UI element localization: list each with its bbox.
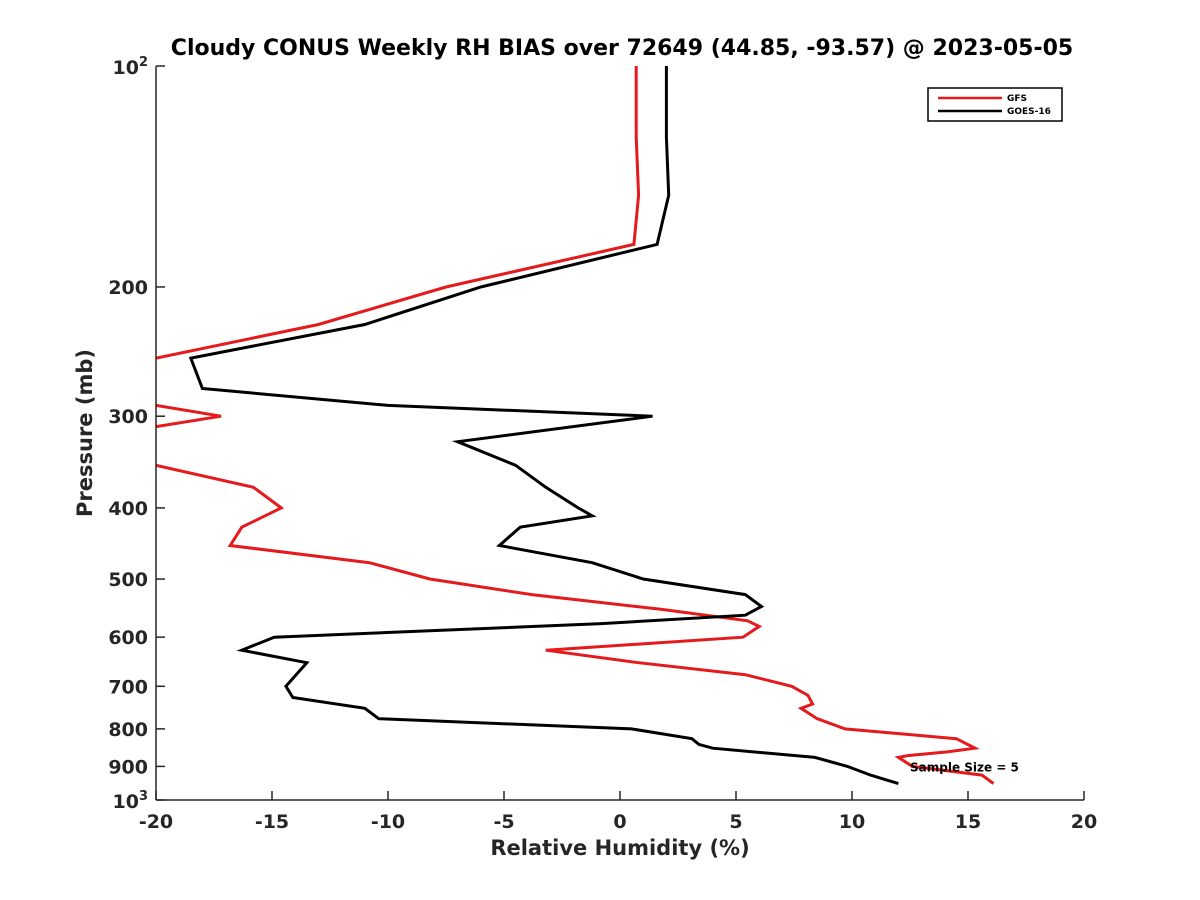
y-tick-label: 102 [113,55,149,79]
y-tick-label: 500 [108,569,148,591]
x-tick-label: -20 [139,811,173,833]
chart-title: Cloudy CONUS Weekly RH BIAS over 72649 (… [171,36,1073,61]
legend-label: GFS [1007,94,1027,104]
legend-label: GOES-16 [1007,107,1051,117]
legend-box [927,87,1063,122]
y-tick-label: 400 [108,498,148,520]
y-tick-label: 200 [108,277,148,299]
y-axis-label: Pressure (mb) [73,349,97,517]
y-tick-labels: 102 200 300 400 500 600 700 800 900 103 [108,55,165,813]
x-tick-label: -15 [255,811,289,833]
y-tick-label: 900 [108,756,148,778]
axes-group [155,66,1084,801]
x-tick-label: 10 [839,811,865,833]
y-tick-label: 300 [108,406,148,428]
x-tick-label: 20 [1071,811,1097,833]
series-line-gfs [156,66,995,785]
y-tick-label: 103 [113,789,149,813]
y-tick-label: 800 [108,719,148,741]
x-tick-label: -5 [493,811,514,833]
x-tick-labels: -20 -15 -10 -5 0 5 10 15 20 [139,791,1097,833]
y-tick-label: 600 [108,627,148,649]
series-group [156,66,995,786]
sample-size-annotation: Sample Size = 5 [910,760,1019,774]
series-line-goes-16 [188,66,899,786]
x-tick-label: 5 [729,811,742,833]
x-tick-label: -10 [371,811,405,833]
x-tick-label: 15 [955,811,981,833]
annotations: Sample Size = 5 [910,760,1019,774]
y-tick-label: 700 [108,676,148,698]
x-axis-label: Relative Humidity (%) [490,836,749,860]
legend: GFS GOES-16 [927,87,1063,122]
x-tick-label: 0 [613,811,626,833]
